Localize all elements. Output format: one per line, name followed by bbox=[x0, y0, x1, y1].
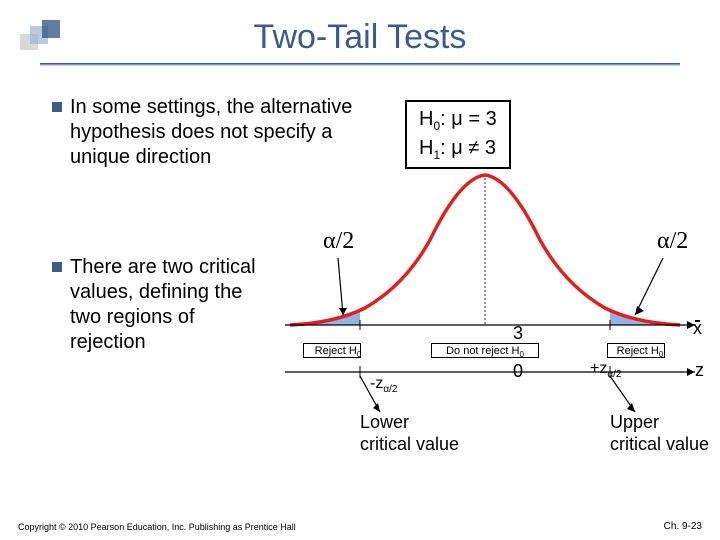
bell-curve-icon bbox=[265, 160, 715, 360]
alpha-right-label: α/2 bbox=[657, 228, 688, 255]
title-underline bbox=[40, 63, 680, 66]
alpha-left-label: α/2 bbox=[323, 228, 354, 255]
do-not-reject-label: Do not reject H0 bbox=[420, 345, 550, 359]
bullet-1: In some settings, the alternative hypoth… bbox=[52, 95, 392, 170]
distribution-diagram: α/2 α/2 Reject H0 Do not reject H0 Rejec… bbox=[265, 160, 715, 460]
xbar-label: x bbox=[693, 318, 702, 339]
footer-copyright: Copyright © 2010 Pearson Education, Inc.… bbox=[18, 522, 296, 532]
corner-decoration-icon bbox=[20, 20, 80, 50]
bullet-square-icon bbox=[52, 262, 62, 272]
footer-chapter: Ch. 9-23 bbox=[664, 521, 702, 532]
hypothesis-box: H0: μ = 3 H1: μ ≠ 3 bbox=[405, 100, 511, 169]
reject-right-label: Reject H0 bbox=[605, 345, 675, 359]
bullet-square-icon bbox=[52, 102, 62, 112]
h1-line: H1: μ ≠ 3 bbox=[419, 135, 497, 164]
reject-left-label: Reject H0 bbox=[303, 345, 373, 359]
upper-crit-label: Uppercritical value bbox=[610, 412, 709, 455]
title-area: Two-Tail Tests bbox=[0, 0, 720, 66]
page-title: Two-Tail Tests bbox=[0, 18, 720, 57]
bullet-2: There are two critical values, defining … bbox=[52, 255, 267, 355]
center-value-label: 3 bbox=[513, 323, 523, 344]
bullet-2-text: There are two critical values, defining … bbox=[70, 255, 267, 355]
lower-crit-label: Lowercritical value bbox=[360, 412, 459, 455]
bullet-1-text: In some settings, the alternative hypoth… bbox=[70, 95, 392, 170]
h0-line: H0: μ = 3 bbox=[419, 106, 497, 135]
